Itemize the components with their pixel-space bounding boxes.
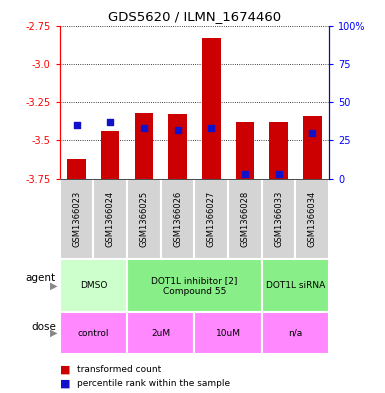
Point <box>309 130 315 136</box>
Text: control: control <box>78 329 109 338</box>
Bar <box>168 114 187 179</box>
Text: GSM1366024: GSM1366024 <box>106 191 115 247</box>
Text: GSM1366025: GSM1366025 <box>139 191 148 247</box>
Text: n/a: n/a <box>288 329 303 338</box>
Bar <box>262 312 329 354</box>
Text: percentile rank within the sample: percentile rank within the sample <box>77 379 230 387</box>
Bar <box>161 179 194 259</box>
Text: DMSO: DMSO <box>80 281 107 290</box>
Point <box>74 122 80 128</box>
Bar <box>60 312 127 354</box>
Bar <box>262 179 296 259</box>
Bar <box>60 179 93 259</box>
Bar <box>127 179 161 259</box>
Bar <box>202 38 221 179</box>
Point <box>276 171 282 177</box>
Text: 2uM: 2uM <box>151 329 170 338</box>
Bar <box>127 312 194 354</box>
Text: GSM1366023: GSM1366023 <box>72 191 81 247</box>
Bar <box>93 179 127 259</box>
Bar <box>135 113 153 179</box>
Point <box>141 125 147 131</box>
Text: ▶: ▶ <box>50 328 58 338</box>
Point <box>242 171 248 177</box>
Bar <box>303 116 321 179</box>
Bar <box>127 259 262 312</box>
Bar <box>194 179 228 259</box>
Text: ■: ■ <box>60 364 70 375</box>
Bar <box>270 122 288 179</box>
Text: GSM1366028: GSM1366028 <box>241 191 249 247</box>
Title: GDS5620 / ILMN_1674460: GDS5620 / ILMN_1674460 <box>108 10 281 23</box>
Bar <box>236 122 254 179</box>
Text: DOT1L inhibitor [2]
Compound 55: DOT1L inhibitor [2] Compound 55 <box>151 276 238 296</box>
Point <box>107 119 113 125</box>
Text: DOT1L siRNA: DOT1L siRNA <box>266 281 325 290</box>
Bar <box>296 179 329 259</box>
Text: ■: ■ <box>60 378 70 388</box>
Text: agent: agent <box>26 273 56 283</box>
Text: GSM1366034: GSM1366034 <box>308 191 317 247</box>
Point <box>174 127 181 133</box>
Bar <box>194 312 262 354</box>
Text: GSM1366026: GSM1366026 <box>173 191 182 247</box>
Text: 10uM: 10uM <box>216 329 241 338</box>
Bar <box>67 159 86 179</box>
Text: ▶: ▶ <box>50 281 58 291</box>
Text: GSM1366027: GSM1366027 <box>207 191 216 247</box>
Bar <box>262 259 329 312</box>
Text: dose: dose <box>31 322 56 332</box>
Text: transformed count: transformed count <box>77 365 161 374</box>
Bar <box>60 259 127 312</box>
Text: GSM1366033: GSM1366033 <box>274 191 283 247</box>
Bar <box>228 179 262 259</box>
Bar <box>101 131 119 179</box>
Point <box>208 125 214 131</box>
